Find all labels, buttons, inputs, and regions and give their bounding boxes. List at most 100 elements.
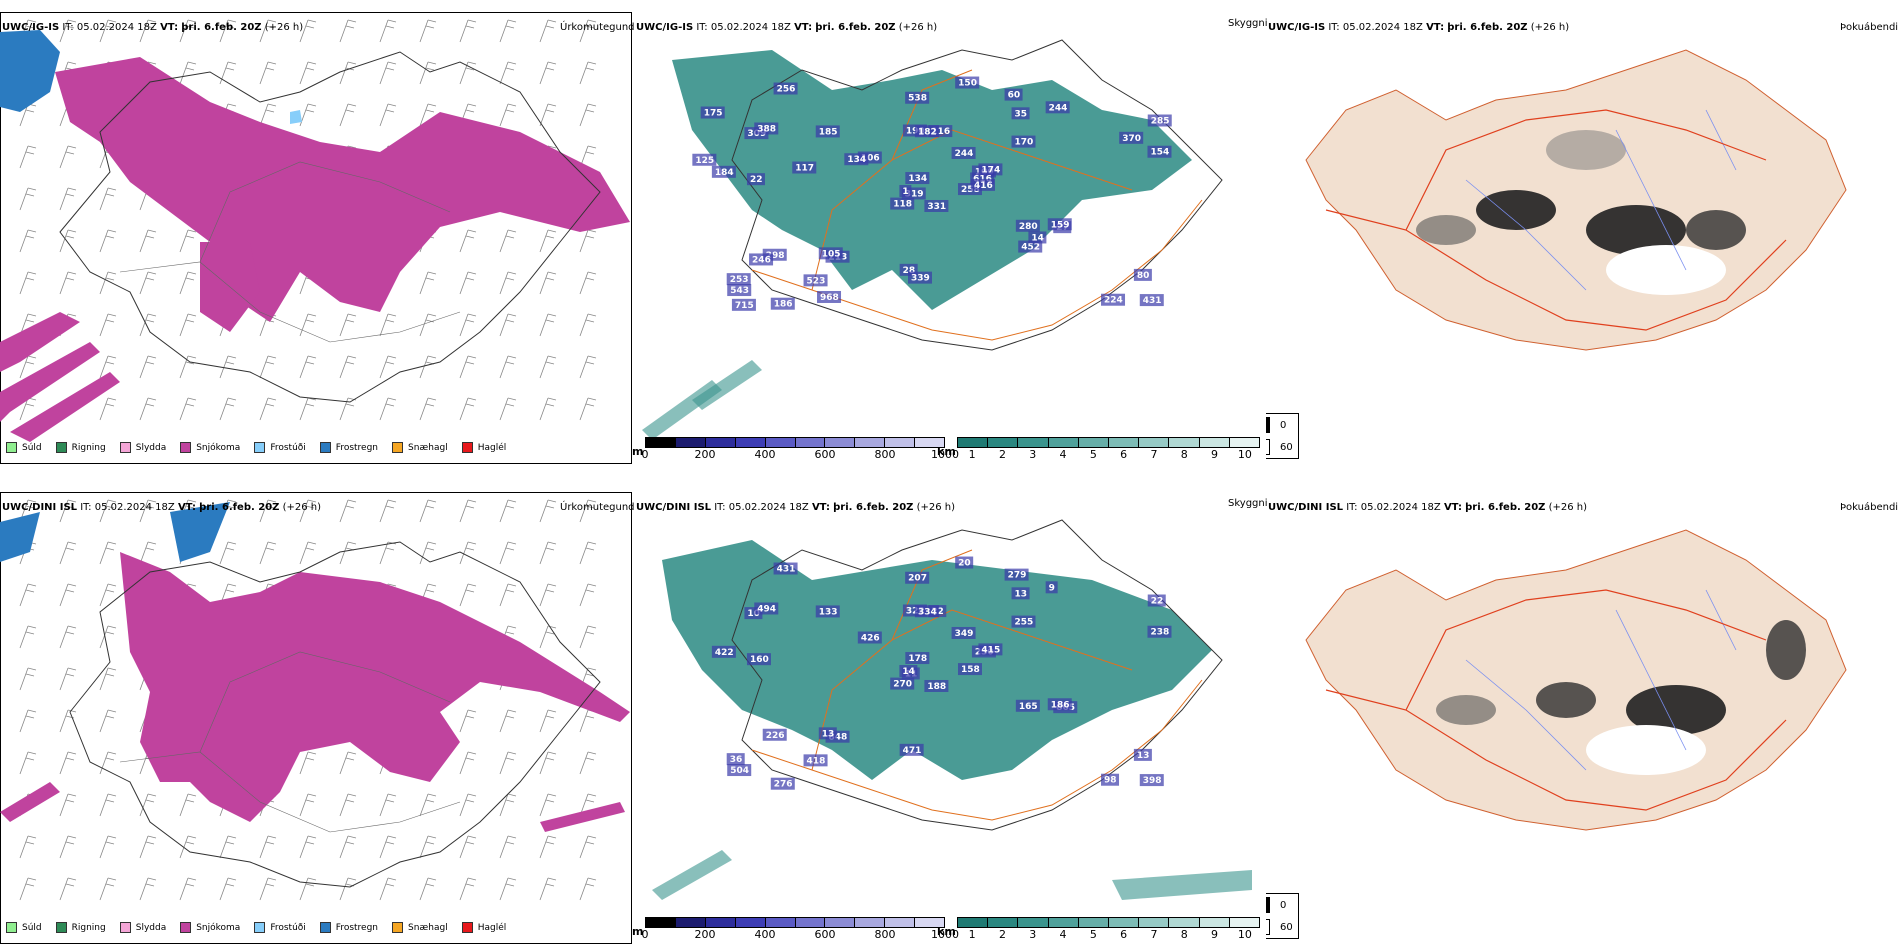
wind-barb bbox=[499, 103, 517, 127]
panel-title: UWC/IG-IS IT: 05.02.2024 18Z VT: þri. 6.… bbox=[2, 22, 304, 33]
wind-barb bbox=[59, 541, 77, 565]
cloud-base-value: 118 bbox=[893, 200, 912, 210]
wind-barb bbox=[219, 61, 237, 85]
wind-barb bbox=[259, 499, 277, 523]
wind-barb bbox=[139, 19, 157, 43]
colorbar-cell bbox=[988, 438, 1019, 447]
visibility-colorbar: km 1 2 3 4 5 6 7 8 9 10 bbox=[937, 437, 1260, 461]
fog-legend-row: 0 bbox=[1266, 894, 1298, 916]
cloud-base-patch bbox=[792, 161, 817, 174]
cloud-base-value: 280 bbox=[1019, 222, 1038, 232]
wind-barb bbox=[539, 835, 557, 859]
fog-patch bbox=[1546, 130, 1626, 170]
colorbar-cell bbox=[705, 438, 736, 447]
wind-barb bbox=[19, 877, 37, 901]
colorbar-cell bbox=[1109, 918, 1140, 927]
cloud-base-patch bbox=[711, 165, 736, 178]
colorbar-tick-label: 7 bbox=[1150, 928, 1158, 941]
legend-label: Snjókoma bbox=[196, 922, 241, 933]
wind-barb bbox=[539, 313, 557, 337]
wind-barb bbox=[19, 835, 37, 859]
cloud-base-patch bbox=[1004, 568, 1029, 581]
cloud-base-value: 188 bbox=[927, 682, 946, 692]
fog-map-bottom bbox=[1305, 529, 1847, 831]
colorbar-cell bbox=[1078, 918, 1110, 927]
colorbar-tick-label: 400 bbox=[754, 448, 776, 461]
cloud-base-value: 165 bbox=[1019, 702, 1038, 712]
fog-map-top bbox=[1305, 49, 1847, 351]
colorbar-cell bbox=[1139, 918, 1170, 927]
colorbar-tick-label: 1000 bbox=[931, 928, 959, 941]
wind-barb bbox=[579, 709, 597, 733]
wind-barb bbox=[139, 271, 157, 295]
wind-barb bbox=[219, 877, 237, 901]
legend-item: Haglél bbox=[461, 442, 506, 453]
wind-barb bbox=[299, 541, 317, 565]
fog-patch bbox=[1416, 215, 1476, 245]
cloud-base-patch bbox=[899, 743, 924, 756]
colorbar-cell bbox=[855, 918, 886, 927]
panel-frame bbox=[0, 492, 632, 944]
wind-barb bbox=[579, 271, 597, 295]
legend-item: Snæhagl bbox=[392, 922, 448, 933]
wind-barb bbox=[419, 397, 437, 421]
wind-barb bbox=[299, 835, 317, 859]
wind-barb bbox=[99, 877, 117, 901]
wind-barb bbox=[539, 355, 557, 379]
legend-swatch bbox=[55, 442, 67, 453]
colorbar-cell bbox=[735, 438, 766, 447]
wind-barb bbox=[299, 397, 317, 421]
cloud-base-patch bbox=[955, 76, 980, 89]
panel-title: UWC/DINI ISL IT: 05.02.2024 18Z VT: þri.… bbox=[1268, 502, 1588, 513]
cloud-base-value: 349 bbox=[955, 629, 974, 639]
cloud-base-value: 13 bbox=[1015, 589, 1028, 599]
wind-barb bbox=[539, 709, 557, 733]
fog-panel-bottom: 0 60 bbox=[1266, 510, 1900, 944]
legend-swatch bbox=[55, 922, 67, 933]
cloud-base-labels: 1881011362308482792213158431398160222702… bbox=[711, 556, 1172, 790]
fog-legend-label: 60 bbox=[1280, 441, 1293, 453]
colorbar-tick-label: 2 bbox=[998, 448, 1006, 461]
wind-barb bbox=[299, 751, 317, 775]
wind-barb bbox=[219, 541, 237, 565]
cloud-base-patch bbox=[1133, 748, 1152, 761]
panel-title: UWC/DINI ISL IT: 05.02.2024 18Z VT: þri.… bbox=[636, 502, 956, 513]
wind-barb bbox=[299, 19, 317, 43]
cloud-base-value: 523 bbox=[807, 276, 826, 286]
wind-barb bbox=[179, 271, 197, 295]
wind-barb bbox=[299, 313, 317, 337]
wind-barb bbox=[579, 355, 597, 379]
colorbar-cell bbox=[885, 438, 916, 447]
colorbar-cell bbox=[915, 918, 945, 927]
wind-barb bbox=[499, 835, 517, 859]
cloud-base-patch bbox=[746, 173, 765, 186]
wind-barb bbox=[179, 61, 197, 85]
cloud-base-patch bbox=[1015, 219, 1040, 232]
colorbar-tick-label: 0 bbox=[641, 448, 649, 461]
clear-patch bbox=[1586, 725, 1706, 775]
cloud-base-value: 13 bbox=[822, 729, 835, 739]
fog-legend-label: 0 bbox=[1280, 899, 1287, 911]
cloud-base-patch bbox=[1004, 88, 1023, 101]
cloud-base-value: 431 bbox=[777, 565, 796, 575]
cloud-base-patch bbox=[978, 163, 1003, 176]
wind-barb bbox=[459, 229, 477, 253]
wind-barb bbox=[179, 313, 197, 337]
cloud-base-patch bbox=[902, 124, 927, 137]
legend-swatch bbox=[6, 922, 17, 933]
wind-barb bbox=[379, 19, 397, 43]
wind-barb bbox=[99, 397, 117, 421]
cloud-base-value: 170 bbox=[1014, 138, 1033, 148]
colorbar-tick-label: 2 bbox=[998, 928, 1006, 941]
wind-barb bbox=[539, 61, 557, 85]
fog-patch bbox=[1586, 205, 1686, 255]
wind-barb bbox=[99, 271, 117, 295]
snow-streak bbox=[0, 782, 60, 822]
colorbar-cell bbox=[1169, 918, 1200, 927]
wind-barb bbox=[339, 541, 357, 565]
precip-type-panel-bottom: Súld Rigning Slydda Snjókoma Frostúði Frostre… bbox=[0, 492, 632, 944]
visibility-area bbox=[672, 50, 1192, 310]
cloud-base-value: 207 bbox=[908, 574, 927, 584]
visibility-panel-top: 3313093192531002136011635258256431222851… bbox=[632, 30, 1264, 464]
wind-barb bbox=[499, 709, 517, 733]
